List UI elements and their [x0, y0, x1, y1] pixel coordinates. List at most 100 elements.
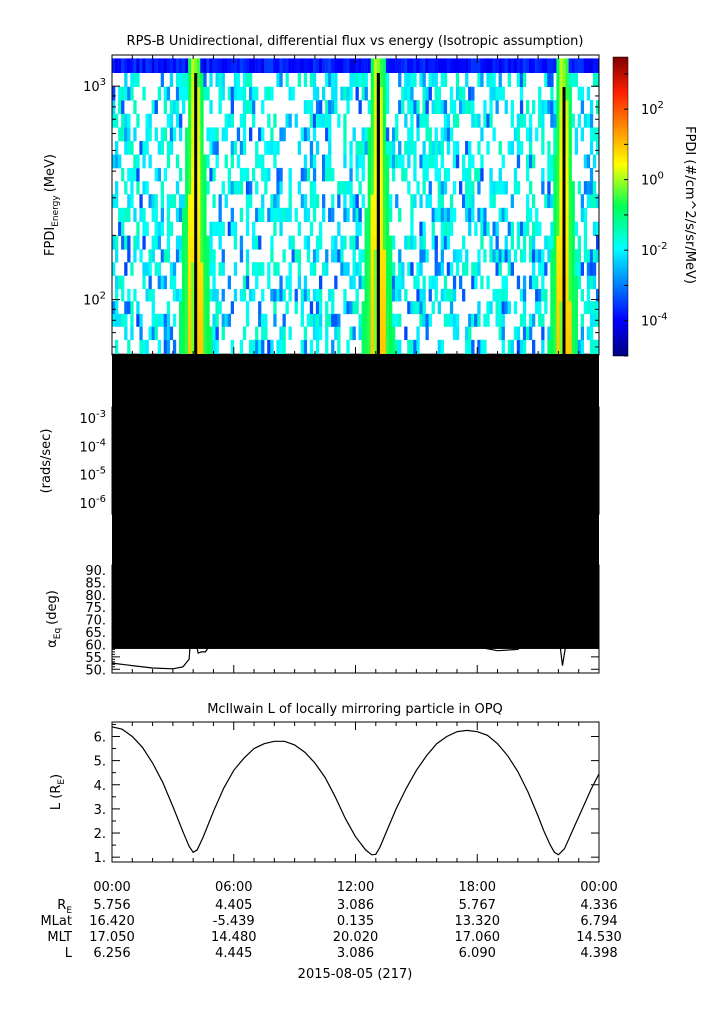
- spectrogram-cell: [261, 58, 265, 73]
- spectrogram-cell: [395, 127, 399, 142]
- spectrogram-cell: [212, 58, 216, 73]
- spectrogram-cell: [498, 301, 502, 315]
- spectrogram-cell: [227, 221, 231, 236]
- spectrogram-cell: [239, 113, 244, 128]
- spectrogram-cell: [166, 194, 171, 209]
- spectrogram-cell: [343, 288, 347, 302]
- spectrogram-cell: [218, 207, 222, 222]
- spectrogram-cell: [592, 58, 597, 73]
- spectrogram-cell: [172, 127, 177, 142]
- spectrogram-cell: [255, 326, 259, 341]
- spectrogram-cell: [151, 207, 155, 222]
- spectrogram-cell: [382, 127, 387, 142]
- spectrogram-cell: [239, 86, 244, 101]
- spectrogram-cell: [522, 58, 527, 73]
- spectrogram-cell: [379, 326, 384, 341]
- spectrogram-cell: [133, 167, 137, 182]
- spectrogram-cell: [434, 141, 438, 155]
- spectrogram-cell: [303, 207, 308, 222]
- spectrogram-cell: [589, 301, 594, 315]
- spectrogram-cell: [188, 235, 192, 250]
- spectrogram-cell: [498, 72, 502, 87]
- spectrogram-cell: [529, 181, 533, 195]
- spectrogram-cell: [221, 181, 225, 195]
- spectrogram-cell: [498, 58, 502, 73]
- spectrogram-cell: [112, 194, 116, 209]
- spectrogram-cell: [431, 154, 435, 169]
- spectrogram-cell: [379, 181, 384, 195]
- spectrogram-cell: [349, 72, 353, 87]
- spectrogram-cell: [440, 141, 444, 155]
- spectrogram-cell: [480, 339, 484, 354]
- spectrogram-cell: [364, 58, 368, 73]
- spectrogram-cell: [315, 100, 320, 114]
- spectrogram-cell: [319, 301, 323, 315]
- spectrogram-cell: [297, 275, 301, 290]
- spectrogram-cell: [361, 167, 365, 182]
- spectrogram-cell: [446, 235, 451, 250]
- spectrogram-cell: [245, 313, 250, 327]
- spectrogram-cell: [209, 100, 213, 114]
- spectrogram-cell: [145, 113, 149, 128]
- spectrogram-cell: [130, 181, 134, 195]
- spectrogram-cell: [185, 221, 189, 236]
- spectrogram-cell: [556, 288, 560, 302]
- spectrogram-cell: [337, 313, 341, 327]
- spectrogram-cell: [328, 127, 332, 142]
- spectrogram-cell: [200, 221, 204, 236]
- spectrogram-cell: [471, 194, 475, 209]
- spectrogram-cell: [209, 262, 213, 276]
- spectrogram-cell: [209, 235, 213, 250]
- spectrogram-cell: [185, 235, 189, 250]
- spectrogram-cell: [596, 127, 600, 142]
- spectrogram-cell: [425, 100, 429, 114]
- spectrogram-cell: [583, 301, 588, 315]
- spectrogram-cell: [346, 207, 350, 222]
- spectrogram-cell: [197, 167, 201, 182]
- spectrogram-cell: [398, 249, 402, 263]
- spectrogram-cell: [559, 262, 563, 276]
- spectrogram-cell: [389, 235, 393, 250]
- ephemeris-value: 6.090: [459, 946, 496, 961]
- spectrogram-cell: [480, 127, 484, 142]
- spectrogram-cell: [322, 262, 326, 276]
- spectrogram-cell: [242, 141, 247, 155]
- spectrogram-cell: [486, 113, 490, 128]
- spectrogram-cell: [112, 301, 116, 315]
- spectrogram-cell: [379, 339, 384, 354]
- spectrogram-cell: [431, 58, 435, 73]
- spectrogram-cell: [452, 113, 457, 128]
- spectrogram-cell: [191, 313, 195, 327]
- spectrogram-cell: [315, 301, 320, 315]
- spectrogram-cell: [209, 72, 213, 87]
- spectrogram-cell: [233, 58, 238, 73]
- spectrogram-cell: [486, 301, 490, 315]
- spectrogram-cell: [227, 58, 231, 73]
- spectrogram-cell: [118, 154, 122, 169]
- spectrogram-cell: [194, 141, 198, 155]
- spectrogram-cell: [185, 58, 189, 73]
- spectrogram-cell: [586, 181, 591, 195]
- spectrogram-cell: [221, 288, 225, 302]
- spectrogram-cell: [130, 167, 134, 182]
- spectrogram-cell: [401, 100, 405, 114]
- spectrogram-cell: [331, 301, 335, 315]
- ephemeris-value: 6.794: [580, 914, 617, 929]
- spectrogram-cell: [425, 194, 429, 209]
- spectrogram-cell: [416, 181, 420, 195]
- spectrogram-cell: [191, 194, 195, 209]
- spectrogram-cell: [434, 207, 438, 222]
- spectrogram-cell: [188, 288, 192, 302]
- spectrogram-cell: [294, 58, 298, 73]
- spectrogram-cell: [407, 301, 411, 315]
- spectrogram-cell: [480, 58, 484, 73]
- spectrogram-cell: [361, 249, 365, 263]
- spectrogram-cell: [501, 275, 505, 290]
- spectrogram-cell: [355, 301, 359, 315]
- spectrogram-cell: [535, 207, 539, 222]
- spectrogram-cell: [550, 113, 554, 128]
- spectrogram-cell: [471, 262, 475, 276]
- spectrogram-cell: [291, 86, 295, 101]
- spectrogram-cell: [182, 326, 186, 341]
- spectrogram-cell: [562, 249, 566, 263]
